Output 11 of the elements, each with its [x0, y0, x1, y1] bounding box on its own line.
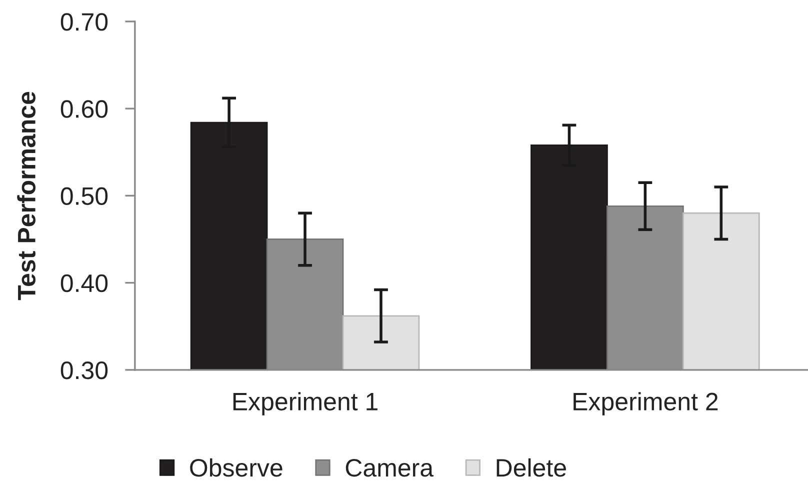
y-axis-title: Test Performance	[17, 92, 36, 300]
y-tick-label: 0.30	[60, 362, 108, 380]
y-tick-label: 0.60	[60, 100, 108, 118]
x-tick-label: Experiment 1	[233, 392, 378, 416]
legend-label: Delete	[496, 458, 566, 477]
legend-label: Camera	[346, 459, 434, 477]
y-tick-label: 0.40	[60, 274, 108, 292]
y-tick-label: 0.50	[60, 187, 108, 205]
legend-label: Observe	[190, 458, 282, 477]
x-tick-label: Experiment 2	[574, 392, 718, 416]
y-tick-label: 0.70	[60, 13, 108, 31]
